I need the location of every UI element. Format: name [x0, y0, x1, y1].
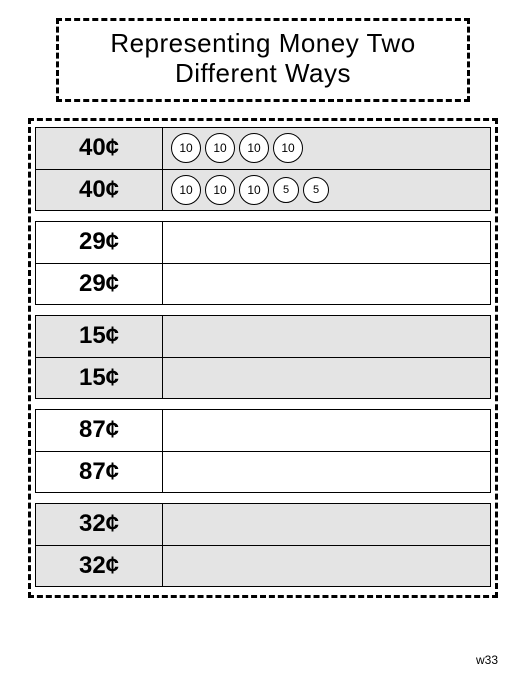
coin-icon: 5 — [273, 177, 299, 203]
coin-icon: 10 — [239, 133, 269, 163]
amount-group: 40¢1010101040¢10101055 — [35, 127, 491, 211]
coins-cell — [163, 315, 491, 357]
coins-cell — [163, 221, 491, 263]
page-code: w33 — [476, 653, 498, 667]
table-row: 29¢ — [35, 263, 491, 305]
amount-group: 15¢15¢ — [35, 315, 491, 399]
amount-cell: 15¢ — [35, 357, 163, 399]
amount-cell: 29¢ — [35, 263, 163, 305]
amount-cell: 29¢ — [35, 221, 163, 263]
amount-cell: 87¢ — [35, 409, 163, 451]
title-line-2: Different Ways — [71, 59, 455, 89]
amount-cell: 87¢ — [35, 451, 163, 493]
amount-cell: 40¢ — [35, 127, 163, 169]
coins-cell — [163, 545, 491, 587]
table-row: 15¢ — [35, 315, 491, 357]
coins-cell — [163, 409, 491, 451]
coins-cell: 10101055 — [163, 169, 491, 211]
coins-cell — [163, 263, 491, 305]
amount-cell: 15¢ — [35, 315, 163, 357]
coin-icon: 10 — [273, 133, 303, 163]
table-row: 40¢10101010 — [35, 127, 491, 169]
amount-cell: 32¢ — [35, 503, 163, 545]
table-row: 87¢ — [35, 409, 491, 451]
table-row: 40¢10101055 — [35, 169, 491, 211]
coin-icon: 10 — [239, 175, 269, 205]
table-row: 15¢ — [35, 357, 491, 399]
coin-icon: 10 — [205, 133, 235, 163]
coins-cell — [163, 503, 491, 545]
coin-icon: 5 — [303, 177, 329, 203]
amount-group: 32¢32¢ — [35, 503, 491, 587]
table-row: 29¢ — [35, 221, 491, 263]
worksheet-page: Representing Money Two Different Ways 40… — [0, 0, 526, 679]
coins-cell — [163, 451, 491, 493]
coin-icon: 10 — [171, 133, 201, 163]
coins-cell: 10101010 — [163, 127, 491, 169]
coin-icon: 10 — [171, 175, 201, 205]
worksheet-grid: 40¢1010101040¢1010105529¢29¢15¢15¢87¢87¢… — [28, 118, 498, 598]
amount-cell: 32¢ — [35, 545, 163, 587]
table-row: 87¢ — [35, 451, 491, 493]
amount-group: 87¢87¢ — [35, 409, 491, 493]
coin-icon: 10 — [205, 175, 235, 205]
title-line-1: Representing Money Two — [71, 29, 455, 59]
coins-cell — [163, 357, 491, 399]
amount-group: 29¢29¢ — [35, 221, 491, 305]
table-row: 32¢ — [35, 545, 491, 587]
amount-cell: 40¢ — [35, 169, 163, 211]
title-box: Representing Money Two Different Ways — [56, 18, 470, 102]
table-row: 32¢ — [35, 503, 491, 545]
